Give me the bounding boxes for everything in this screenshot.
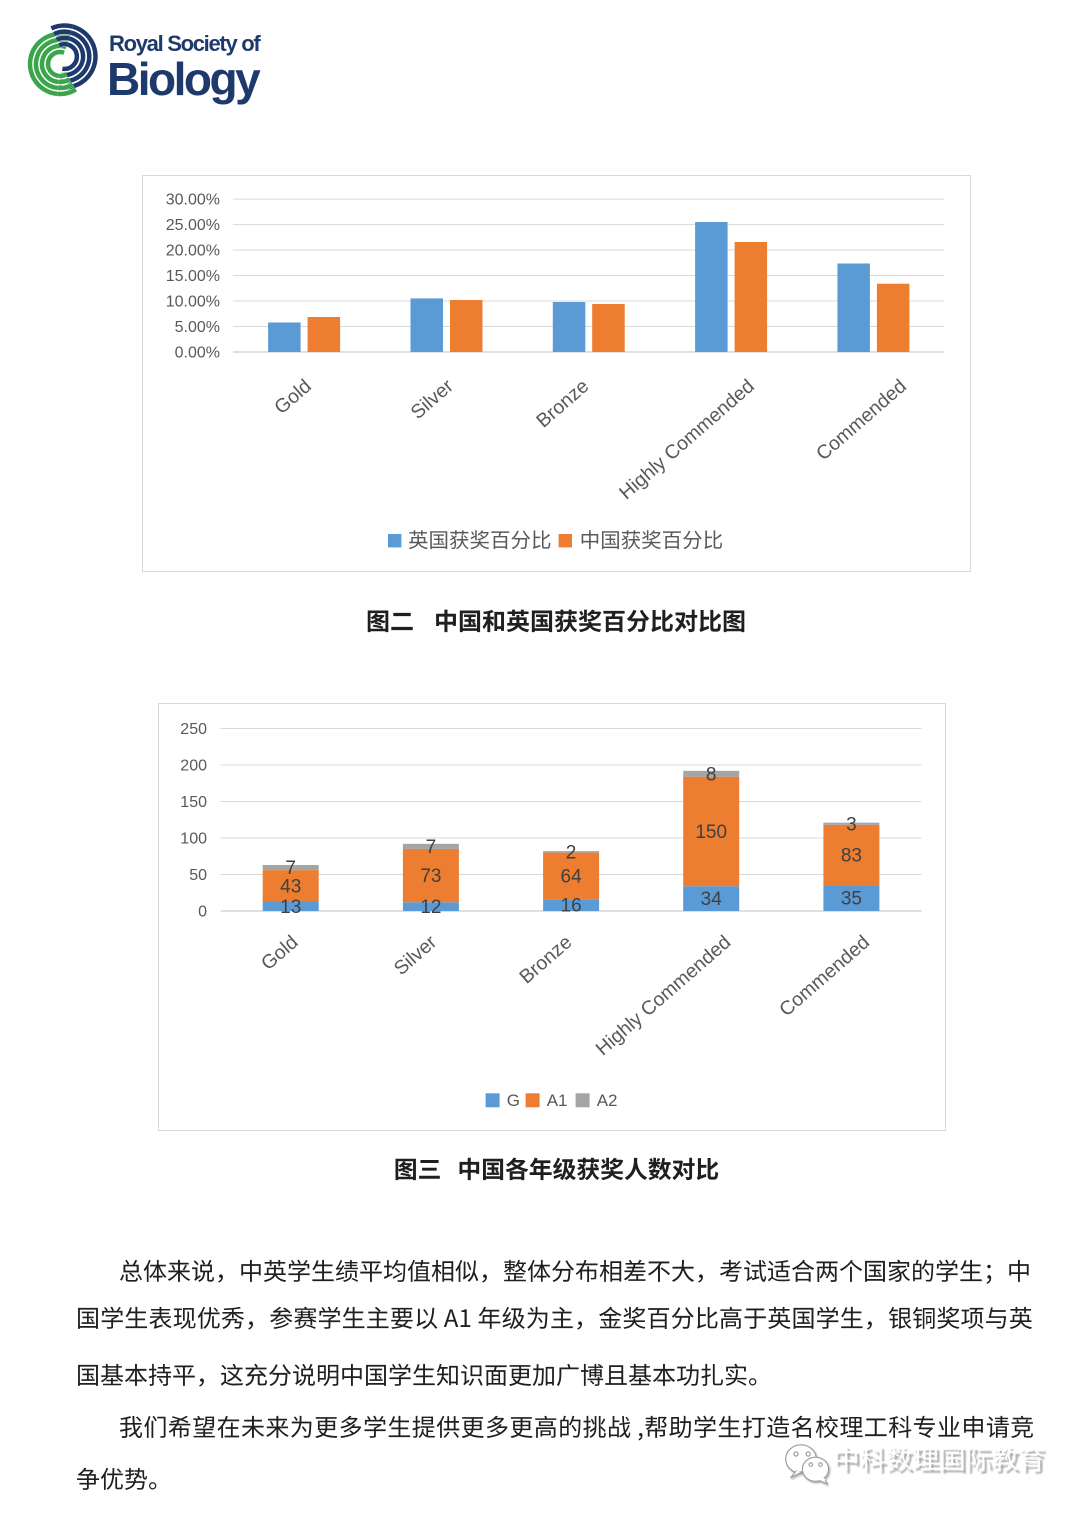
svg-text:20.00%: 20.00% (166, 243, 220, 260)
svg-text:13: 13 (280, 897, 301, 918)
svg-text:Royal Society of: Royal Society of (109, 31, 261, 56)
svg-text:12: 12 (420, 897, 441, 918)
svg-text:0.00%: 0.00% (175, 345, 220, 362)
svg-text:100: 100 (180, 831, 207, 848)
svg-text:7: 7 (285, 858, 296, 879)
svg-text:150: 150 (180, 794, 207, 811)
svg-text:250: 250 (180, 721, 207, 738)
svg-text:64: 64 (561, 866, 583, 887)
svg-text:15.00%: 15.00% (166, 268, 220, 285)
svg-text:83: 83 (841, 846, 862, 867)
svg-text:8: 8 (706, 764, 717, 785)
svg-text:3: 3 (846, 814, 857, 835)
svg-text:35: 35 (841, 889, 862, 910)
svg-text:43: 43 (280, 876, 301, 897)
svg-text:16: 16 (561, 896, 582, 917)
svg-text:50: 50 (189, 867, 207, 884)
svg-text:200: 200 (180, 758, 207, 775)
svg-text:Biology: Biology (107, 53, 261, 105)
svg-text:73: 73 (420, 866, 441, 887)
svg-text:10.00%: 10.00% (166, 294, 220, 311)
svg-text:5.00%: 5.00% (175, 319, 220, 336)
svg-text:34: 34 (701, 889, 723, 910)
svg-text:A2: A2 (597, 1091, 618, 1110)
svg-text:150: 150 (695, 822, 727, 843)
svg-text:2: 2 (566, 842, 577, 863)
svg-text:G: G (507, 1091, 520, 1110)
svg-text:7: 7 (426, 837, 437, 858)
svg-text:25.00%: 25.00% (166, 217, 220, 234)
svg-text:30.00%: 30.00% (166, 192, 220, 209)
svg-text:0: 0 (198, 904, 207, 921)
svg-text:A1: A1 (547, 1091, 568, 1110)
